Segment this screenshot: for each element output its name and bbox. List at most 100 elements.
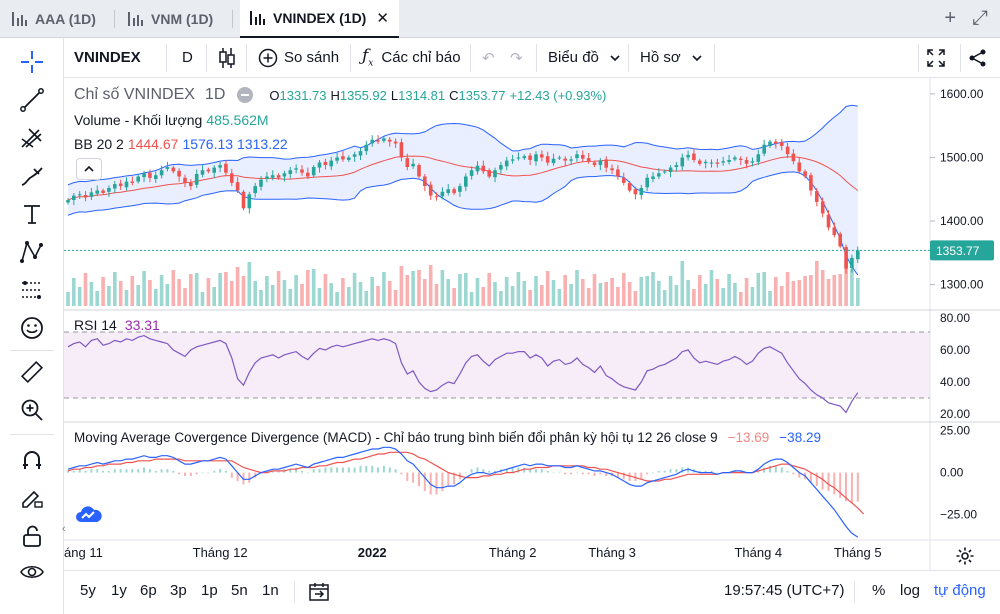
axes: 1600.00 1500.00 1400.00 1300.00 1353.77 80.00… xyxy=(64,87,994,560)
pattern-tool[interactable] xyxy=(18,238,46,266)
price-chart[interactable]: 1600.00 1500.00 1400.00 1300.00 1353.77 80.00… xyxy=(64,78,1000,570)
collapse-legend-button[interactable] xyxy=(76,158,102,180)
fx-icon: ƒx xyxy=(362,46,374,69)
redo-button[interactable]: ↷ xyxy=(510,38,523,77)
fib-tool[interactable] xyxy=(18,124,46,152)
visibility-tool[interactable] xyxy=(18,558,46,586)
settings-button[interactable] xyxy=(952,543,978,569)
log-scale-toggle[interactable]: log xyxy=(900,582,921,599)
candle-body xyxy=(417,165,421,177)
profile-menu-button[interactable]: Hồ sơ xyxy=(640,38,703,77)
ruler-tool[interactable] xyxy=(18,358,46,386)
volume-bar xyxy=(282,280,287,306)
candle-body xyxy=(440,191,445,197)
volume-bar xyxy=(294,275,298,306)
candle-body xyxy=(159,170,164,176)
measure-tool[interactable] xyxy=(18,276,46,304)
undo-button[interactable]: ↶ xyxy=(482,38,495,77)
macd-histogram-bar xyxy=(166,469,169,473)
time-axis-label: Tháng 4 xyxy=(734,545,782,560)
fullscreen-icon[interactable]: ⤢ xyxy=(972,7,988,29)
interval-button[interactable]: D xyxy=(182,49,193,66)
auto-scale-toggle[interactable]: tự động xyxy=(934,582,986,599)
macd-histogram-bar xyxy=(535,469,537,473)
crosshair-tool[interactable] xyxy=(18,48,46,76)
volume-bar xyxy=(516,272,521,306)
time-axis-label: tháng 11 xyxy=(64,545,103,560)
macd-histogram-bar xyxy=(230,472,233,478)
range-5y[interactable]: 5y xyxy=(80,582,96,599)
lock-tool[interactable] xyxy=(18,522,46,550)
zoom-tool[interactable] xyxy=(18,396,46,424)
volume-bar xyxy=(785,272,790,306)
volume-bar xyxy=(452,288,456,306)
percent-scale-toggle[interactable]: % xyxy=(872,582,886,599)
range-3m[interactable]: 3p xyxy=(170,582,187,599)
macd-histogram-bar xyxy=(78,469,81,473)
legend-l-label: L xyxy=(390,87,399,103)
range-1d[interactable]: 1n xyxy=(262,582,279,599)
macd-histogram-bar xyxy=(464,472,467,474)
range-6m[interactable]: 6p xyxy=(140,582,157,599)
macd-histogram-bar xyxy=(254,472,257,478)
macd-histogram-bar xyxy=(809,472,812,483)
time-axis-label: Tháng 2 xyxy=(489,545,537,560)
macd-histogram-bar xyxy=(710,470,713,473)
candle-body xyxy=(399,142,404,158)
volume-bar xyxy=(259,290,263,306)
range-1m[interactable]: 1p xyxy=(201,582,218,599)
trend-line-tool[interactable] xyxy=(18,86,46,114)
price-axis-label: 1400.00 xyxy=(940,214,984,228)
compare-button[interactable]: So sánh xyxy=(258,38,339,77)
volume-bar xyxy=(230,281,234,306)
candle-body xyxy=(622,177,626,183)
candle-body xyxy=(838,233,842,247)
tab-vnm[interactable]: VNM (1D) xyxy=(128,0,213,38)
candle-body xyxy=(651,176,655,179)
macd-histogram-bar xyxy=(540,469,543,473)
tab-vnindex[interactable]: VNINDEX (1D) ✕ xyxy=(240,0,399,38)
symbol-search-button[interactable]: VNINDEX xyxy=(74,49,141,66)
share-icon xyxy=(969,49,986,66)
share-button[interactable] xyxy=(968,38,988,77)
text-tool[interactable] xyxy=(18,200,46,228)
chart-menu-button[interactable]: Biểu đồ xyxy=(548,38,621,77)
macd-histogram-bar xyxy=(622,472,625,480)
macd-series xyxy=(67,446,865,538)
candle-body xyxy=(329,160,333,167)
macd-histogram-bar xyxy=(67,470,69,473)
candle-body xyxy=(428,184,433,196)
candle-body xyxy=(66,200,70,203)
volume-bar xyxy=(118,281,123,306)
range-5d[interactable]: 5n xyxy=(231,582,248,599)
collapse-toolbar-icon[interactable]: ‹ xyxy=(62,523,66,535)
brush-tool[interactable] xyxy=(18,162,46,190)
candle-body xyxy=(95,190,99,194)
time-axis-label: 2022 xyxy=(358,545,387,560)
candle-body xyxy=(230,173,234,183)
candle-body xyxy=(604,159,608,168)
emoji-tool[interactable] xyxy=(18,314,46,342)
tab-aaa[interactable]: AAA (1D) xyxy=(12,0,96,38)
goto-date-button[interactable] xyxy=(308,581,330,608)
close-icon[interactable]: ✕ xyxy=(376,10,389,27)
macd-histogram-bar xyxy=(488,470,491,473)
chart-area[interactable]: 1600.00 1500.00 1400.00 1300.00 1353.77 80.00… xyxy=(62,78,1000,570)
magnet-tool[interactable] xyxy=(18,446,46,474)
compare-label: So sánh xyxy=(284,49,340,66)
draw-lock-tool[interactable] xyxy=(18,484,46,512)
candle-body xyxy=(300,169,304,173)
chart-type-button[interactable] xyxy=(218,38,236,77)
candle-body xyxy=(183,177,187,183)
range-1y[interactable]: 1y xyxy=(111,582,127,599)
indicators-button[interactable]: ƒx Các chỉ báo xyxy=(362,38,461,77)
clock-timezone[interactable]: 19:57:45 (UTC+7) xyxy=(724,582,845,599)
tradingview-logo[interactable] xyxy=(72,498,106,532)
add-tab-icon[interactable]: + xyxy=(944,7,956,29)
fullscreen-button[interactable] xyxy=(926,38,946,77)
candle-body xyxy=(820,201,825,214)
volume-bar xyxy=(768,291,772,306)
macd-histogram-bar xyxy=(359,465,362,473)
crosshair-icon xyxy=(21,51,43,73)
volume-bar xyxy=(194,273,199,306)
